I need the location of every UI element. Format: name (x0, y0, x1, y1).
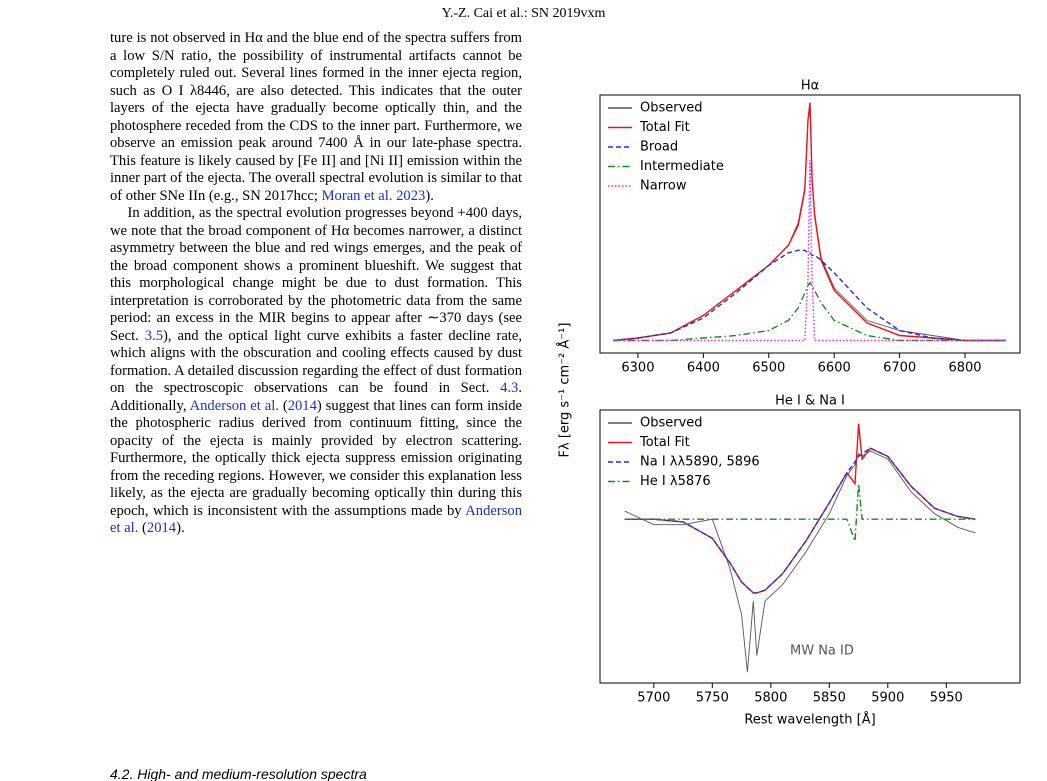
x-axis-label: Rest wavelength [Å] (744, 712, 875, 728)
x-tick-label: 5750 (696, 691, 729, 706)
text-run: ) suggest that lines can form inside the… (110, 397, 522, 519)
text-run: ( (278, 397, 288, 414)
x-tick-label: 6600 (818, 361, 851, 376)
spectrum-line (613, 102, 1006, 341)
x-tick-label: 5900 (871, 691, 904, 706)
legend-label: Narrow (640, 179, 687, 194)
citation-link[interactable]: Anderson et al. (189, 397, 279, 414)
x-tick-label: 5850 (813, 691, 846, 706)
x-tick-label: 6400 (687, 361, 720, 376)
citation-link[interactable]: 2014 (146, 520, 177, 536)
legend-label: Na I λλ5890, 5896 (640, 455, 760, 470)
text-run: In addition, as the spectral evolution p… (110, 205, 522, 344)
legend-label: Observed (640, 416, 703, 431)
text-run: ). (425, 187, 434, 204)
paragraph: ture is not observed in Hα and the blue … (110, 30, 522, 205)
annotation: MW Na ID (790, 644, 854, 659)
chart-title: He I & Na I (775, 394, 845, 409)
legend-label: Intermediate (640, 159, 724, 174)
spectrum-line (624, 450, 976, 673)
spectrum-line (624, 483, 976, 542)
text-run: ( (138, 520, 147, 536)
spectrum-line (624, 447, 976, 594)
citation-link[interactable]: Moran et al. 2023 (321, 187, 426, 204)
section-heading: 4.2. High- and medium-resolution spectra (110, 766, 367, 781)
citation-link[interactable]: 2014 (287, 397, 317, 414)
running-header: Y.-Z. Cai et al.: SN 2019vxm (441, 6, 606, 21)
spectrum-line (613, 160, 1006, 342)
spectrum-line (613, 249, 1006, 342)
legend-label: Broad (640, 140, 678, 155)
legend-label: He I λ5876 (640, 474, 711, 489)
legend-label: Total Fit (639, 435, 690, 450)
text-run: ), and the optical light curve exhibits … (110, 327, 522, 397)
x-tick-label: 6800 (948, 361, 981, 376)
spectrum-line (613, 281, 1006, 342)
text-run: ture is not observed in Hα and the blue … (110, 30, 522, 204)
plot-area (613, 102, 1006, 342)
paragraph: In addition, as the spectral evolution p… (110, 205, 522, 538)
x-tick-label: 6500 (752, 361, 785, 376)
legend-label: Observed (640, 101, 703, 116)
x-tick-label: 6300 (621, 361, 654, 376)
x-tick-label: 6700 (883, 361, 916, 376)
x-tick-label: 5700 (637, 691, 670, 706)
text-run: . Additionally, (110, 380, 522, 414)
legend-label: Total Fit (639, 120, 690, 135)
citation-link[interactable]: 4.3 (500, 380, 519, 396)
x-tick-label: 5950 (930, 691, 963, 706)
x-tick-label: 5800 (754, 691, 787, 706)
axes-frame (599, 94, 1021, 354)
plot-area (624, 423, 976, 673)
citation-link[interactable]: Anderson et al. (110, 502, 522, 537)
chart-title: Hα (801, 79, 819, 94)
spectrum-line (613, 102, 1006, 342)
text-column: ture is not observed in Hα and the blue … (110, 30, 522, 538)
axes-frame (599, 409, 1021, 684)
text-run: ). (176, 520, 185, 536)
y-axis-label: Fλ [erg s⁻¹ cm⁻² Å⁻¹] (557, 323, 573, 458)
citation-link[interactable]: 3.5 (144, 327, 164, 344)
